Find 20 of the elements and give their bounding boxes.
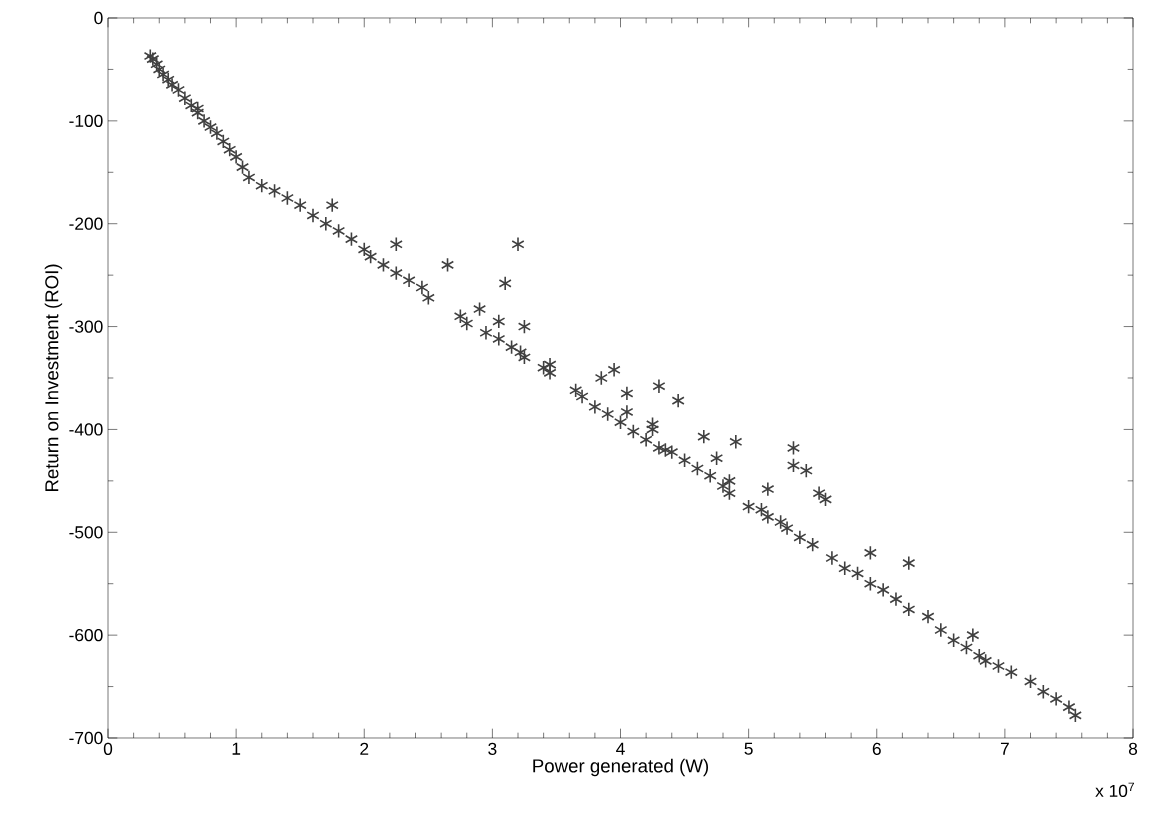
y-tick-label: -400 xyxy=(69,423,103,436)
text: x 10$^{7}$ xyxy=(1095,782,1135,798)
y-tick-label: -500 xyxy=(69,526,103,539)
x-tick-label: 0 xyxy=(103,742,113,755)
x-tick-label: 8 xyxy=(1128,742,1138,755)
x-axis-title: Power generated (W) xyxy=(533,758,709,777)
y-tick-label: 0 xyxy=(94,11,103,25)
y-tick-label: -300 xyxy=(69,320,103,333)
y-tick-label: -200 xyxy=(69,217,103,230)
x-tick-label: 5 xyxy=(744,742,753,755)
x-tick-label: 7 xyxy=(1000,742,1009,755)
y-tick-label: -700 xyxy=(69,731,103,745)
y-tick-label: -600 xyxy=(69,629,103,642)
x-tick-label: 2 xyxy=(360,742,369,755)
x-tick-label: 6 xyxy=(872,742,881,755)
y-axis-title: Return on Investment (ROI) xyxy=(44,264,63,492)
x-tick-label: 4 xyxy=(616,742,625,755)
x-tick-label: 1 xyxy=(232,742,241,755)
x-tick-label: 3 xyxy=(488,742,497,755)
y-tick-label: -100 xyxy=(69,114,103,127)
